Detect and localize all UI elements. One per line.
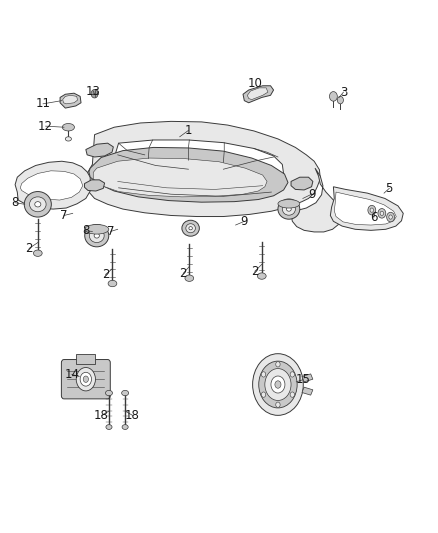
Polygon shape	[60, 93, 81, 108]
Ellipse shape	[85, 224, 109, 247]
Text: 3: 3	[340, 86, 347, 99]
Circle shape	[276, 362, 280, 367]
Text: 8: 8	[82, 224, 89, 237]
Polygon shape	[89, 148, 288, 202]
Text: 6: 6	[370, 211, 378, 223]
Polygon shape	[302, 374, 313, 382]
Ellipse shape	[29, 197, 46, 212]
Polygon shape	[85, 180, 105, 191]
Text: 10: 10	[247, 77, 262, 90]
Text: 18: 18	[125, 409, 140, 422]
Ellipse shape	[35, 201, 41, 207]
Circle shape	[76, 368, 95, 391]
Polygon shape	[291, 177, 313, 190]
Circle shape	[271, 376, 285, 393]
Ellipse shape	[106, 425, 112, 430]
Text: 2: 2	[180, 267, 187, 280]
Circle shape	[261, 372, 266, 377]
Circle shape	[337, 96, 343, 104]
Circle shape	[276, 402, 280, 407]
FancyBboxPatch shape	[61, 360, 110, 399]
Circle shape	[387, 212, 395, 222]
Circle shape	[253, 354, 303, 415]
Polygon shape	[15, 161, 90, 209]
Ellipse shape	[182, 220, 199, 236]
Ellipse shape	[106, 390, 113, 395]
Ellipse shape	[65, 137, 71, 141]
Polygon shape	[106, 140, 284, 195]
Ellipse shape	[62, 124, 74, 131]
Polygon shape	[86, 122, 320, 216]
Polygon shape	[291, 168, 341, 232]
Text: 7: 7	[107, 225, 114, 238]
Text: 9: 9	[240, 215, 248, 228]
Circle shape	[290, 392, 294, 397]
Polygon shape	[243, 86, 274, 103]
Text: 11: 11	[35, 98, 50, 110]
Text: 8: 8	[11, 196, 19, 209]
Ellipse shape	[33, 250, 42, 256]
Polygon shape	[20, 171, 83, 200]
Ellipse shape	[189, 227, 192, 230]
Text: 1: 1	[185, 124, 192, 137]
Text: 7: 7	[60, 209, 68, 222]
Ellipse shape	[283, 203, 295, 215]
Circle shape	[265, 368, 291, 400]
Text: 12: 12	[38, 119, 53, 133]
Circle shape	[275, 381, 281, 388]
Ellipse shape	[85, 224, 109, 234]
Polygon shape	[302, 387, 313, 395]
Polygon shape	[63, 95, 78, 104]
Circle shape	[259, 361, 297, 408]
Text: 2: 2	[102, 268, 109, 281]
Text: 9: 9	[308, 188, 315, 201]
Polygon shape	[76, 354, 95, 364]
Ellipse shape	[94, 233, 99, 238]
Polygon shape	[86, 143, 113, 157]
Circle shape	[329, 92, 337, 101]
Ellipse shape	[185, 275, 194, 281]
Circle shape	[370, 208, 374, 212]
Circle shape	[378, 208, 386, 218]
Ellipse shape	[186, 224, 195, 233]
Text: 15: 15	[295, 373, 310, 386]
Circle shape	[91, 90, 98, 98]
Polygon shape	[334, 192, 396, 225]
Text: 14: 14	[64, 368, 79, 381]
Circle shape	[261, 392, 266, 397]
Ellipse shape	[24, 191, 51, 217]
Ellipse shape	[89, 229, 104, 243]
Ellipse shape	[122, 425, 128, 430]
Circle shape	[80, 372, 92, 386]
Polygon shape	[330, 187, 403, 230]
Text: 2: 2	[251, 265, 258, 278]
Ellipse shape	[108, 280, 117, 287]
Ellipse shape	[122, 390, 129, 395]
Circle shape	[290, 372, 294, 377]
Circle shape	[380, 211, 384, 215]
Ellipse shape	[258, 273, 266, 279]
Ellipse shape	[278, 199, 300, 208]
Circle shape	[83, 376, 88, 382]
Text: 2: 2	[25, 242, 33, 255]
Ellipse shape	[278, 199, 300, 219]
Text: 5: 5	[385, 182, 393, 195]
Circle shape	[368, 205, 376, 215]
Text: 18: 18	[94, 409, 109, 422]
Polygon shape	[247, 88, 268, 100]
Circle shape	[389, 215, 392, 219]
Ellipse shape	[286, 207, 291, 211]
Text: 13: 13	[86, 85, 101, 98]
Polygon shape	[93, 158, 267, 197]
